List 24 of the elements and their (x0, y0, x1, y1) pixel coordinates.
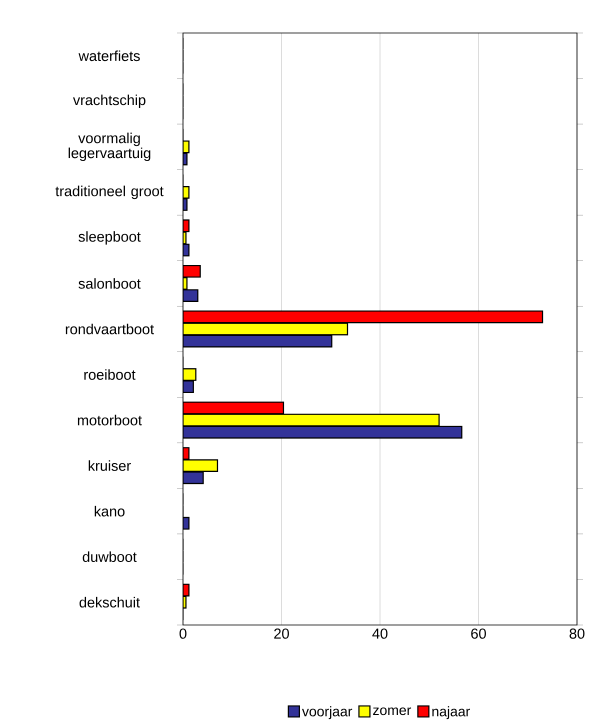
y-tick-label: traditioneel groot (55, 186, 164, 200)
x-tick-label: 0 (180, 628, 186, 639)
bar (183, 334, 332, 348)
y-tick-label: vrachtschip (72, 94, 146, 108)
bar (183, 310, 544, 324)
x-tick-label: 60 (471, 628, 486, 639)
x-tick-label: 20 (274, 628, 289, 639)
x-tick-label: 80 (570, 628, 584, 639)
y-tick-label: waterfiets (78, 50, 140, 62)
legend-label: najaar (432, 706, 470, 720)
y-tick-label: salonboot (78, 278, 141, 289)
y-tick-label: voormalig legervaartuig (68, 132, 150, 162)
y-tick-label: motorboot (78, 414, 142, 426)
y-tick-label: roeiboot (84, 369, 136, 380)
y-tick-label: kano (94, 506, 125, 516)
y-tick-label: rondvaartboot (66, 324, 154, 334)
y-tick-label: kruiser (88, 460, 131, 471)
y-tick-label: dekschuit (80, 596, 140, 608)
y-tick-label: sleepboot (78, 231, 141, 245)
legend-label: voorjaar (302, 706, 352, 720)
legend-label: zomer (373, 707, 412, 716)
bar (183, 426, 462, 439)
x-tick-label: 40 (372, 628, 388, 639)
y-tick-label: duwboot (82, 551, 137, 562)
